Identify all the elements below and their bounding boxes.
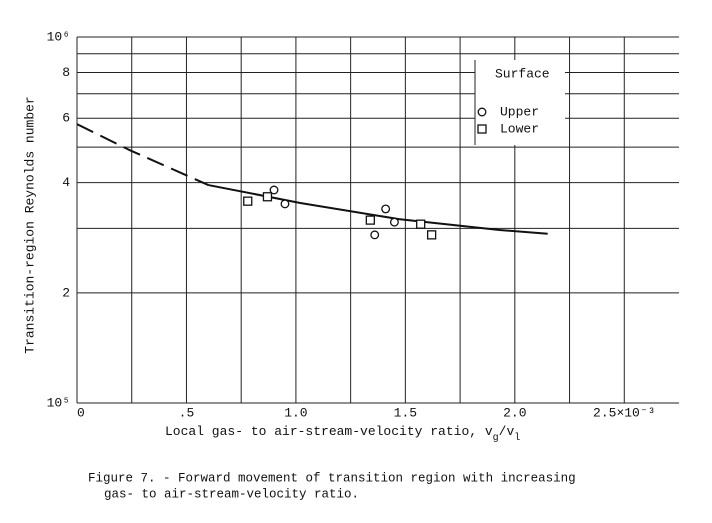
legend-label: Upper	[500, 104, 539, 119]
x-tick-label: 1.5	[394, 405, 417, 420]
x-axis-label-text: /v	[499, 424, 515, 439]
y-tick-label: 8	[62, 65, 70, 80]
data-point	[365, 215, 375, 225]
x-tick-label: .5	[179, 405, 195, 420]
data-point	[381, 204, 391, 214]
faired-curve	[76, 123, 209, 186]
data-point	[280, 199, 290, 209]
x-tick-label: 2.5×10⁻³	[593, 405, 655, 420]
data-point	[477, 107, 487, 117]
legend-label: Lower	[500, 121, 539, 136]
faired-curve	[208, 184, 548, 235]
data-point	[269, 185, 279, 195]
data-point	[389, 217, 399, 227]
caption: gas- to air-stream-velocity ratio.	[104, 487, 359, 501]
legend-box	[475, 60, 565, 145]
x-axis-label-sub: l	[514, 432, 520, 444]
y-axis-label: Transition-region Reynolds number	[22, 96, 37, 353]
x-tick-label: 1.0	[284, 405, 307, 420]
data-point	[370, 230, 380, 240]
y-tick-label: 2	[62, 285, 70, 300]
x-axis-label-sub: g	[493, 433, 499, 444]
x-tick-label: 0	[77, 405, 85, 420]
data-point	[416, 219, 426, 229]
y-tick-label: 6	[62, 111, 70, 126]
legend-title: Surface	[495, 66, 550, 81]
data-point	[477, 124, 487, 134]
caption: Figure 7. - Forward movement of transiti…	[88, 471, 576, 485]
data-point	[262, 192, 273, 202]
x-axis-label-text: Local gas- to air-stream-velocity ratio,…	[165, 424, 493, 439]
x-tick-label: 2.0	[503, 405, 526, 420]
y-tick-label: 4	[62, 175, 70, 190]
x-axis-label: Local gas- to air-stream-velocity ratio,…	[165, 424, 520, 443]
data-point	[243, 196, 253, 206]
data-point	[426, 230, 437, 240]
y-tick-label: 10⁶	[47, 29, 70, 44]
y-tick-label: 10⁵	[47, 395, 70, 410]
